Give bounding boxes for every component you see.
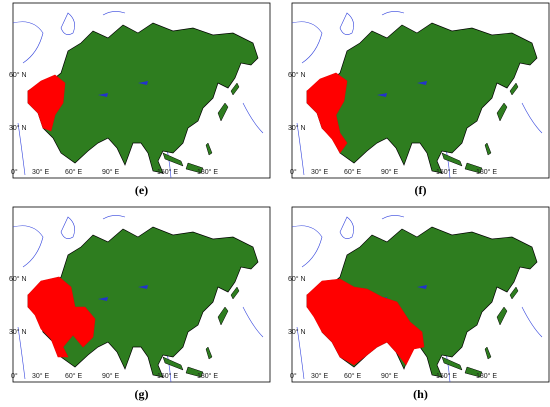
coastline <box>242 102 264 134</box>
island <box>217 102 229 122</box>
island <box>464 162 483 174</box>
coastline <box>381 215 405 220</box>
lat-label: 60° N <box>9 275 27 283</box>
distribution-area <box>306 278 425 366</box>
distribution-area <box>27 276 96 358</box>
lon-label: 60° E <box>344 168 362 176</box>
lon-label: 180° E <box>197 168 218 176</box>
coastline <box>521 306 543 338</box>
coastline <box>339 216 354 239</box>
lon-label: 90° E <box>102 168 120 176</box>
lon-label: 150° E <box>436 168 457 176</box>
distribution-area <box>27 74 66 132</box>
map-panel: 60° N 30° N 0° 30° E 60° E 90° E 150° E 180° E (… <box>288 206 550 401</box>
map-panel: 60° N 30° N 0° 30° E 60° E 90° E 150° E 180° E (… <box>9 2 271 197</box>
lon-label: 30° E <box>311 372 329 380</box>
lon-label: 180° E <box>476 372 497 380</box>
coastline <box>291 225 323 268</box>
panel-caption: (g) <box>135 387 149 401</box>
island <box>484 346 492 360</box>
island <box>441 356 463 371</box>
lat-label: 30° N <box>9 328 27 336</box>
island <box>230 82 240 96</box>
lon-label: 150° E <box>436 372 457 380</box>
lake <box>98 81 148 97</box>
lon-label: 0° <box>11 168 18 176</box>
coastline <box>102 11 126 16</box>
coastline <box>242 306 264 338</box>
lon-label: 0° <box>290 168 297 176</box>
coastline <box>60 216 75 239</box>
coastline <box>17 326 26 380</box>
coastline <box>12 21 44 64</box>
panel-caption: (f) <box>415 183 427 197</box>
lon-label: 60° E <box>344 372 362 380</box>
island <box>162 356 184 371</box>
distribution-area <box>306 72 348 154</box>
coastline <box>291 21 323 64</box>
land <box>27 22 259 174</box>
coastline <box>60 12 75 35</box>
coastline <box>296 326 305 380</box>
island <box>205 346 213 360</box>
lon-label: 180° E <box>476 168 497 176</box>
lat-label: 60° N <box>9 71 27 79</box>
coastline <box>381 11 405 16</box>
lon-label: 90° E <box>102 372 120 380</box>
lat-label: 30° N <box>288 124 306 132</box>
lon-label: 90° E <box>381 372 399 380</box>
lon-label: 30° E <box>311 168 329 176</box>
island <box>509 286 519 300</box>
island <box>185 162 204 174</box>
island <box>205 142 213 156</box>
lat-label: 60° N <box>288 71 306 79</box>
panel-caption: (h) <box>413 387 428 401</box>
lon-label: 60° E <box>65 372 83 380</box>
coastline <box>339 12 354 35</box>
island <box>162 152 184 167</box>
island <box>230 286 240 300</box>
island <box>496 102 508 122</box>
island <box>441 152 463 167</box>
lon-label: 150° E <box>157 168 178 176</box>
map-panel: 60° N 30° N 0° 30° E 60° E 90° E 150° E 180° E (… <box>9 206 271 401</box>
lat-label: 30° N <box>9 124 27 132</box>
lon-label: 90° E <box>381 168 399 176</box>
lake <box>377 81 427 97</box>
coastline <box>296 122 305 176</box>
map-panel: 60° N 30° N 0° 30° E 60° E 90° E 150° E 180° E (… <box>288 2 550 197</box>
lon-label: 150° E <box>157 372 178 380</box>
island <box>496 306 508 326</box>
island <box>464 366 483 378</box>
lon-label: 180° E <box>197 372 218 380</box>
lon-label: 30° E <box>32 372 50 380</box>
panel-caption: (e) <box>135 183 148 197</box>
island <box>185 366 204 378</box>
coastline <box>12 225 44 268</box>
lon-label: 0° <box>11 372 18 380</box>
lon-label: 30° E <box>32 168 50 176</box>
island <box>484 142 492 156</box>
lon-label: 60° E <box>65 168 83 176</box>
coastline <box>17 122 26 176</box>
coastline <box>521 102 543 134</box>
lon-label: 0° <box>290 372 297 380</box>
lake <box>98 285 148 301</box>
lat-label: 30° N <box>288 328 306 336</box>
island <box>509 82 519 96</box>
island <box>217 306 229 326</box>
lat-label: 60° N <box>288 275 306 283</box>
coastline <box>102 215 126 220</box>
